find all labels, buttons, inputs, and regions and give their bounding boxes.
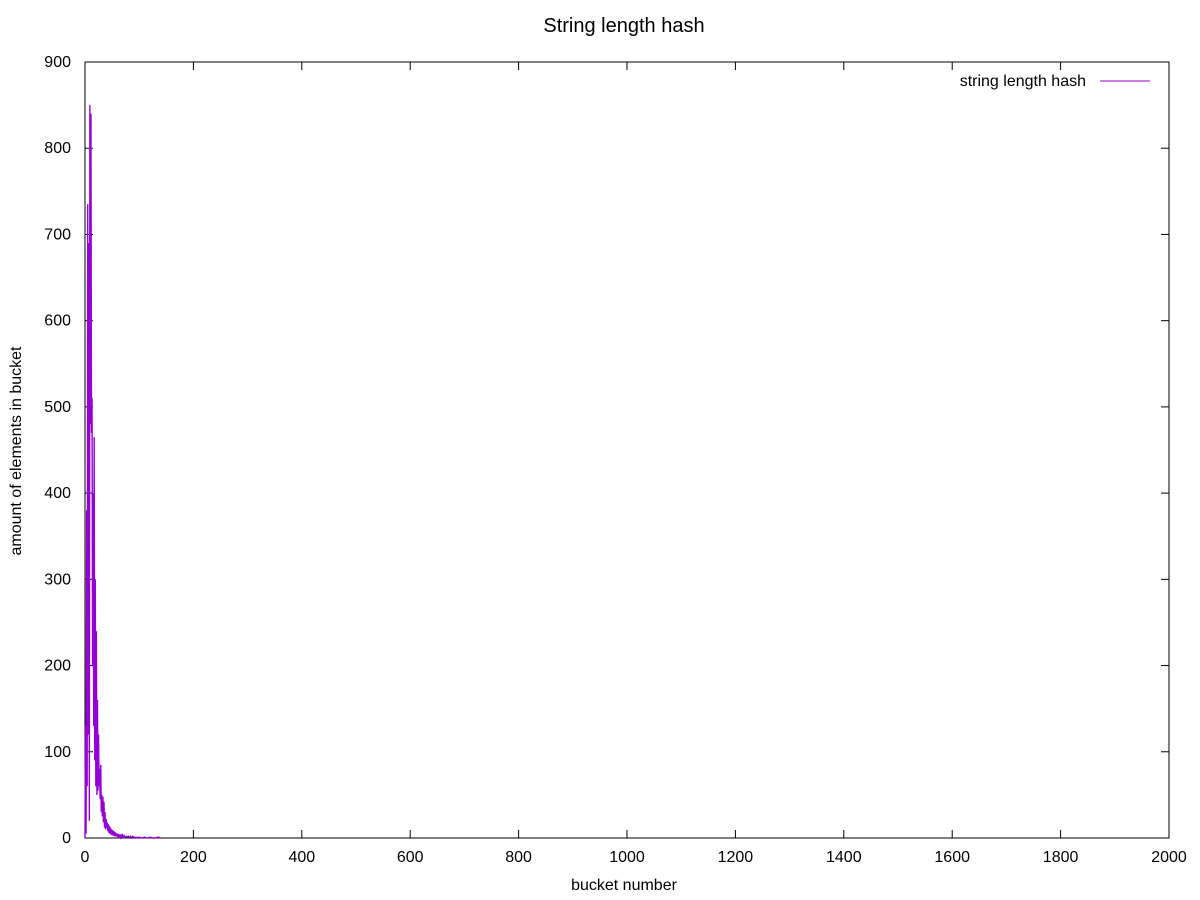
x-tick-label: 400 xyxy=(288,849,315,866)
x-tick-label: 2000 xyxy=(1151,849,1187,866)
x-axis-title: bucket number xyxy=(571,877,678,894)
x-tick-label: 1200 xyxy=(718,849,754,866)
plot-layer: 0 100 200 300 400 500 600 700 800 900 0 200 400 600 80… xyxy=(44,54,1187,866)
y-tick-label: 900 xyxy=(44,54,71,71)
x-tick-label: 600 xyxy=(397,849,424,866)
x-tick-label: 1400 xyxy=(826,849,862,866)
y-tick-label: 100 xyxy=(44,744,71,761)
y-tick-label: 0 xyxy=(62,830,71,847)
x-tick-label: 200 xyxy=(180,849,207,866)
legend-entry-label: string length hash xyxy=(960,73,1086,90)
x-tick-label: 800 xyxy=(505,849,532,866)
legend: string length hash xyxy=(960,73,1150,90)
y-tick-label: 800 xyxy=(44,140,71,157)
x-tick-label: 0 xyxy=(81,849,90,866)
x-tick-label: 1000 xyxy=(609,849,645,866)
y-tick-label: 500 xyxy=(44,399,71,416)
chart-title: String length hash xyxy=(543,15,704,37)
series-line-string-length-hash xyxy=(84,105,162,840)
y-tick-label: 400 xyxy=(44,485,71,502)
plot-border xyxy=(84,61,1170,839)
x-tick-label: 1800 xyxy=(1043,849,1079,866)
y-tick-label: 600 xyxy=(44,313,71,330)
x-tick-label: 1600 xyxy=(934,849,970,866)
y-tick-label: 300 xyxy=(44,571,71,588)
y-axis-title: amount of elements in bucket xyxy=(8,346,25,556)
y-tick-label: 200 xyxy=(44,658,71,675)
y-tick-label: 700 xyxy=(44,226,71,243)
